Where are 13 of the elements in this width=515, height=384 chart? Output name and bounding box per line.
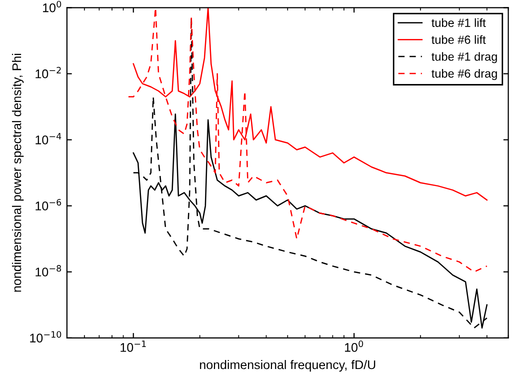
x-tick-label: 10$^{−1}$ (120, 340, 146, 352)
y-tick-label: 10$^{−10}$ (30, 331, 62, 342)
y-tick-label: 10$^{−8}$ (36, 265, 62, 276)
y-tick-label: 10$^{0}$ (43, 0, 62, 12)
y-axis-title: nondimensional power spectral density, Phi (12, 54, 24, 292)
legend-label: tube #6 lift (432, 35, 486, 44)
legend-label: tube #1 lift (432, 18, 486, 27)
legend-label: tube #6 drag (432, 69, 497, 80)
y-tick-label: 10$^{−2}$ (36, 66, 61, 78)
legend-label: tube #1 drag (432, 52, 497, 64)
x-axis-title: nondimensional frequency, fD/U (200, 360, 376, 372)
y-tick-label: 10$^{−4}$ (36, 133, 62, 144)
y-tick-label: 10$^{−6}$ (36, 198, 62, 210)
